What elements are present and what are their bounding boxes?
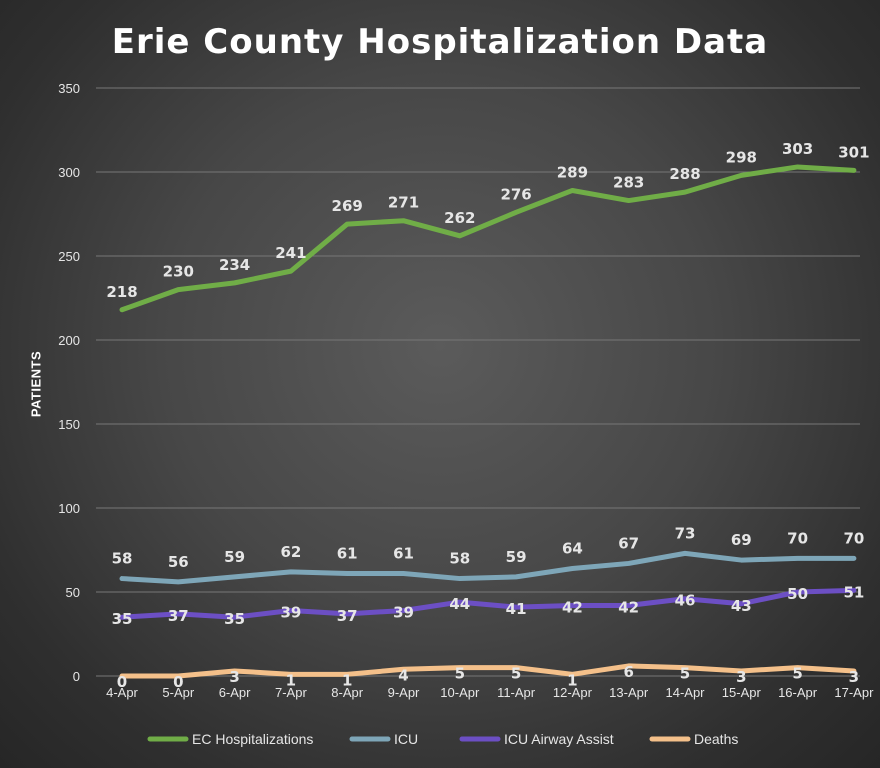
legend-entry: ICU [394, 731, 418, 747]
data-label: 303 [782, 140, 813, 158]
y-tick-label: 350 [58, 81, 80, 96]
data-label: 43 [731, 597, 752, 615]
data-label: 37 [337, 607, 358, 625]
data-label: 64 [562, 539, 583, 557]
data-label: 70 [787, 529, 808, 547]
data-label: 62 [280, 543, 301, 561]
data-label: 234 [219, 256, 250, 274]
x-tick-label: 7-Apr [275, 685, 307, 700]
chart-title: Erie County Hospitalization Data [111, 22, 769, 62]
y-tick-label: 0 [73, 669, 80, 684]
y-tick-label: 50 [66, 585, 80, 600]
data-label: 269 [332, 197, 363, 215]
data-label: 1 [567, 671, 577, 689]
data-label: 1 [342, 671, 352, 689]
data-label: 61 [337, 545, 358, 563]
x-tick-label: 13-Apr [609, 685, 649, 700]
data-label: 44 [449, 595, 470, 613]
data-label: 230 [163, 263, 194, 281]
gridlines [96, 87, 860, 677]
data-label: 56 [168, 553, 189, 571]
data-label: 39 [280, 603, 301, 621]
legend-entry: ICU Airway Assist [504, 731, 614, 747]
data-label: 58 [112, 550, 133, 568]
data-label: 3 [849, 668, 859, 686]
data-label: 70 [843, 529, 864, 547]
data-label: 4 [398, 666, 408, 684]
series-lines [119, 164, 857, 679]
y-tick-label: 300 [58, 165, 80, 180]
data-label: 298 [726, 148, 757, 166]
data-label: 59 [224, 548, 245, 566]
data-label: 69 [731, 531, 752, 549]
data-label: 0 [117, 673, 127, 691]
x-tick-label: 4-Apr [106, 685, 138, 700]
data-label: 73 [675, 524, 696, 542]
data-label: 289 [557, 163, 588, 181]
data-label: 5 [455, 665, 465, 683]
y-tick-labels: 0 50 100 150 200 250 300 350 [58, 81, 80, 684]
x-tick-label: 6-Apr [219, 685, 251, 700]
x-tick-label: 11-Apr [497, 685, 536, 700]
data-label: 288 [669, 165, 700, 183]
data-label: 41 [506, 600, 527, 618]
data-label: 5 [792, 665, 802, 683]
y-tick-label: 150 [58, 417, 80, 432]
data-label: 39 [393, 603, 414, 621]
x-tick-label: 5-Apr [162, 685, 194, 700]
data-label: 218 [106, 283, 137, 301]
data-label: 61 [393, 545, 414, 563]
series-line [119, 164, 857, 313]
y-tick-label: 200 [58, 333, 80, 348]
data-label: 6 [623, 663, 633, 681]
data-label: 58 [449, 550, 470, 568]
x-tick-label: 14-Apr [665, 685, 705, 700]
legend-entry: EC Hospitalizations [192, 731, 313, 747]
x-tick-label: 15-Apr [722, 685, 762, 700]
y-tick-label: 250 [58, 249, 80, 264]
data-label: 42 [618, 598, 639, 616]
data-label: 35 [224, 610, 245, 628]
data-label: 46 [675, 592, 696, 610]
data-label: 262 [444, 209, 475, 227]
data-label: 35 [112, 610, 133, 628]
data-label: 3 [229, 668, 239, 686]
x-tick-label: 12-Apr [553, 685, 593, 700]
data-label: 271 [388, 194, 419, 212]
data-label: 59 [506, 548, 527, 566]
legend: EC Hospitalizations ICU ICU Airway Assist D… [147, 731, 738, 747]
series-line [119, 663, 857, 679]
data-label: 283 [613, 174, 644, 192]
series-line [119, 587, 857, 620]
x-tick-label: 17-Apr [834, 685, 874, 700]
data-label: 37 [168, 607, 189, 625]
x-tick-label: 10-Apr [440, 685, 480, 700]
data-label: 42 [562, 598, 583, 616]
data-label: 0 [173, 673, 183, 691]
data-label: 50 [787, 585, 808, 603]
data-label: 276 [500, 185, 531, 203]
data-label: 301 [838, 143, 869, 161]
x-tick-label: 9-Apr [388, 685, 420, 700]
data-label: 67 [618, 534, 639, 552]
data-label: 3 [736, 668, 746, 686]
data-label: 241 [275, 244, 306, 262]
data-label: 5 [680, 665, 690, 683]
x-tick-label: 16-Apr [778, 685, 818, 700]
x-tick-label: 8-Apr [331, 685, 363, 700]
y-tick-label: 100 [58, 501, 80, 516]
data-label: 5 [511, 665, 521, 683]
data-label: 51 [843, 583, 864, 601]
series-line [119, 550, 857, 585]
legend-entry: Deaths [694, 731, 738, 747]
x-tick-labels: 4-Apr 5-Apr 6-Apr 7-Apr 8-Apr 9-Apr 10-Apr 11-A… [106, 685, 874, 700]
data-label: 1 [286, 671, 296, 689]
